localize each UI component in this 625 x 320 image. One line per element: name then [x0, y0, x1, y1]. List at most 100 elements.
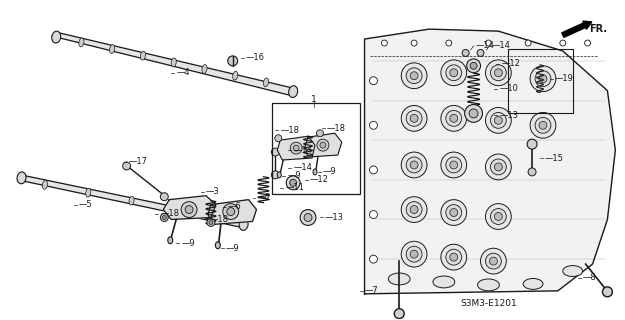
Circle shape [525, 40, 531, 46]
Ellipse shape [562, 266, 582, 276]
Ellipse shape [129, 196, 134, 205]
Circle shape [539, 121, 547, 129]
Circle shape [209, 220, 213, 224]
Circle shape [411, 40, 417, 46]
Circle shape [486, 154, 511, 180]
Ellipse shape [239, 219, 248, 230]
Circle shape [481, 248, 506, 274]
Circle shape [528, 168, 536, 176]
Ellipse shape [289, 86, 298, 98]
Circle shape [450, 161, 458, 169]
Circle shape [491, 209, 506, 224]
Circle shape [410, 206, 418, 213]
Ellipse shape [202, 65, 207, 73]
Ellipse shape [52, 31, 61, 43]
Circle shape [207, 219, 215, 227]
Circle shape [494, 163, 502, 171]
Circle shape [300, 210, 316, 225]
Circle shape [602, 287, 612, 297]
Circle shape [406, 110, 422, 126]
Ellipse shape [216, 212, 221, 221]
Text: —18: —18 [161, 209, 179, 218]
Circle shape [410, 161, 418, 169]
Circle shape [394, 309, 404, 319]
Text: —14: —14 [491, 42, 510, 51]
Circle shape [286, 176, 300, 190]
Circle shape [401, 63, 427, 89]
Bar [508, 49, 572, 113]
Ellipse shape [79, 38, 84, 47]
Circle shape [530, 66, 556, 92]
Text: —18: —18 [327, 124, 346, 133]
Ellipse shape [478, 279, 499, 291]
Circle shape [450, 69, 458, 77]
Polygon shape [52, 33, 295, 96]
Circle shape [494, 69, 502, 77]
Ellipse shape [433, 276, 455, 288]
Circle shape [441, 152, 467, 178]
Text: S3M3-E1201: S3M3-E1201 [460, 299, 517, 308]
Circle shape [401, 197, 427, 222]
Ellipse shape [109, 44, 115, 53]
Text: FR.: FR. [589, 24, 608, 34]
Circle shape [462, 50, 469, 56]
Text: —9: —9 [323, 167, 336, 176]
Bar [272, 102, 359, 194]
Circle shape [464, 105, 482, 122]
Circle shape [290, 179, 297, 186]
Text: —17: —17 [129, 157, 148, 166]
Circle shape [446, 110, 462, 126]
Circle shape [410, 250, 418, 258]
Circle shape [467, 59, 481, 73]
Circle shape [228, 56, 238, 66]
Text: —12: —12 [501, 59, 520, 68]
Circle shape [369, 211, 378, 219]
Text: —18: —18 [210, 215, 229, 224]
Ellipse shape [168, 237, 172, 244]
Circle shape [317, 139, 329, 151]
Circle shape [401, 152, 427, 178]
Circle shape [560, 40, 566, 46]
Circle shape [450, 209, 458, 217]
Polygon shape [208, 200, 256, 224]
Circle shape [469, 109, 478, 118]
Text: —9: —9 [226, 244, 239, 253]
Ellipse shape [264, 78, 269, 87]
Polygon shape [278, 136, 315, 160]
Circle shape [293, 145, 299, 151]
Ellipse shape [42, 180, 47, 189]
Circle shape [369, 166, 378, 174]
Circle shape [227, 208, 234, 215]
Circle shape [185, 206, 193, 213]
Circle shape [446, 157, 462, 173]
Circle shape [530, 112, 556, 138]
Circle shape [491, 65, 506, 81]
Circle shape [535, 71, 551, 87]
Circle shape [222, 204, 239, 220]
Text: —19: —19 [555, 74, 574, 83]
Circle shape [410, 114, 418, 122]
Circle shape [494, 116, 502, 124]
Circle shape [441, 200, 467, 225]
Circle shape [486, 253, 501, 269]
Circle shape [369, 255, 378, 263]
Text: —9: —9 [181, 239, 195, 248]
Text: —14: —14 [293, 164, 312, 172]
Circle shape [494, 212, 502, 220]
Circle shape [410, 72, 418, 80]
Text: —5: —5 [79, 200, 92, 209]
Circle shape [450, 114, 458, 122]
Text: —16: —16 [246, 53, 264, 62]
Text: —10: —10 [499, 84, 518, 93]
Circle shape [489, 257, 498, 265]
Circle shape [491, 159, 506, 175]
Ellipse shape [86, 188, 91, 197]
Text: —12: —12 [310, 175, 329, 184]
Circle shape [441, 106, 467, 131]
Text: —4: —4 [176, 68, 190, 77]
Circle shape [446, 40, 452, 46]
Circle shape [486, 108, 511, 133]
Text: —14: —14 [476, 42, 494, 51]
Ellipse shape [173, 204, 178, 213]
Circle shape [539, 75, 547, 83]
